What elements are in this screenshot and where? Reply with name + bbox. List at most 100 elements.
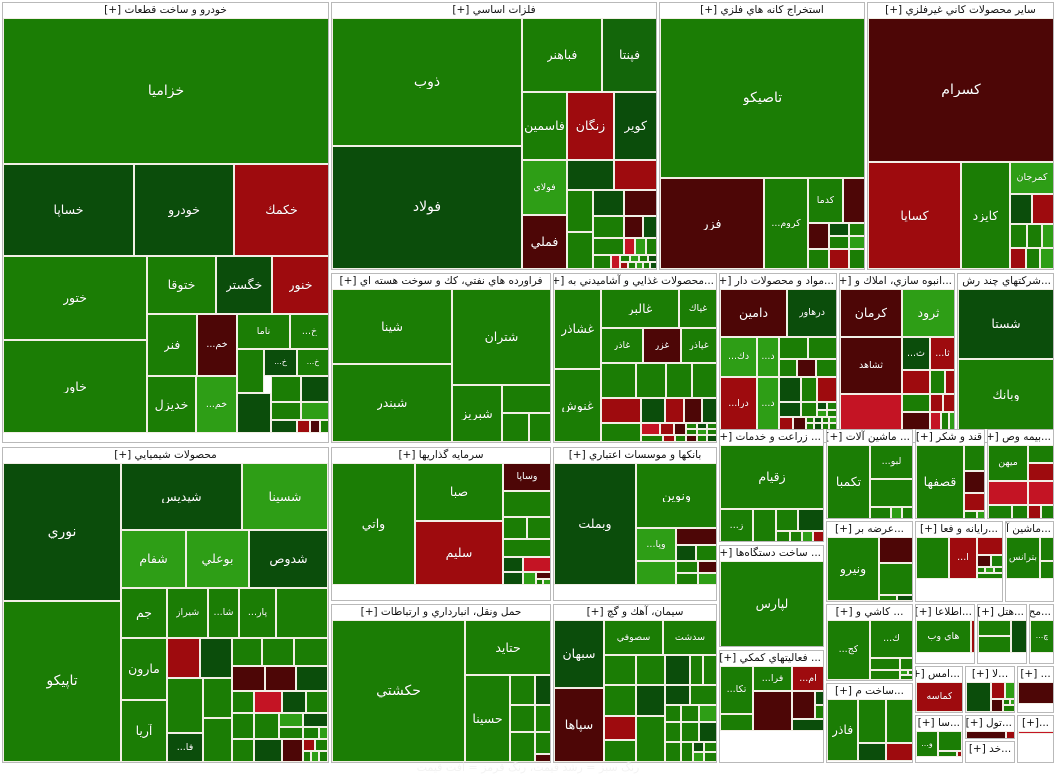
- treemap-tile-unlabeled[interactable]: [297, 420, 310, 433]
- treemap-tile[interactable]: جم: [121, 588, 167, 638]
- treemap-tile-unlabeled[interactable]: [686, 423, 697, 429]
- treemap-tile-unlabeled[interactable]: [665, 398, 684, 423]
- treemap-tile[interactable]: خدیزل: [147, 376, 196, 433]
- treemap-tile-unlabeled[interactable]: [604, 740, 636, 762]
- treemap-tile-unlabeled[interactable]: [827, 402, 836, 410]
- sector-group-title[interactable]: بانكها و موسسات اعتباري [+]: [554, 448, 716, 463]
- sector-group[interactable]: ... [+]: [1017, 666, 1054, 713]
- sector-group[interactable]: ...لا [+]: [965, 666, 1015, 713]
- treemap-tile-unlabeled[interactable]: [203, 718, 232, 762]
- treemap-tile-unlabeled[interactable]: [636, 363, 666, 398]
- treemap-tile[interactable]: سلیم: [415, 521, 503, 585]
- treemap-tile-unlabeled[interactable]: [902, 507, 912, 518]
- treemap-tile-unlabeled[interactable]: [1011, 620, 1026, 653]
- sector-group[interactable]: ...ماشين آلا [+] بترانس: [1005, 521, 1054, 602]
- treemap-tile-unlabeled[interactable]: [776, 531, 790, 541]
- treemap-tile-unlabeled[interactable]: [282, 739, 303, 762]
- sector-group-title[interactable]: ...خد [+]: [966, 742, 1014, 757]
- treemap-tile-unlabeled[interactable]: [604, 655, 636, 685]
- treemap-tile-unlabeled[interactable]: [900, 670, 908, 675]
- treemap-tile-unlabeled[interactable]: [686, 429, 697, 435]
- treemap-tile[interactable]: آریا: [121, 700, 167, 762]
- treemap-tile-unlabeled[interactable]: [900, 658, 912, 670]
- treemap-tile-unlabeled[interactable]: [282, 691, 306, 713]
- treemap-tile-unlabeled[interactable]: [870, 507, 891, 518]
- treemap-tile-unlabeled[interactable]: [1005, 682, 1014, 699]
- sector-group-title[interactable]: حمل ونقل، انبارداري و ارتباطات [+]: [332, 605, 550, 620]
- treemap-tile-unlabeled[interactable]: [604, 685, 636, 716]
- sector-group[interactable]: ...تول [+]: [965, 715, 1015, 739]
- sector-group-title[interactable]: ... كاشي و [+]: [827, 605, 912, 620]
- treemap-tile[interactable]: فاسمین: [522, 92, 567, 160]
- treemap-tile-unlabeled[interactable]: [829, 417, 836, 423]
- treemap-tile[interactable]: وبانك: [958, 359, 1053, 430]
- treemap-tile-unlabeled[interactable]: [676, 561, 698, 573]
- treemap-tile[interactable]: ختور: [3, 256, 147, 340]
- sector-group-title[interactable]: ... ساخت دستگاه‌ها [+]: [720, 546, 823, 561]
- treemap-tile-unlabeled[interactable]: [593, 216, 624, 238]
- treemap-tile[interactable]: ث...: [902, 337, 930, 370]
- treemap-tile[interactable]: حتاید: [465, 620, 550, 675]
- treemap-tile-unlabeled[interactable]: [630, 255, 639, 262]
- treemap-tile-unlabeled[interactable]: [167, 678, 203, 733]
- treemap-tile-unlabeled[interactable]: [930, 394, 943, 412]
- treemap-tile-unlabeled[interactable]: [690, 655, 703, 685]
- treemap-tile-unlabeled[interactable]: [930, 412, 941, 430]
- treemap-tile-unlabeled[interactable]: [1026, 248, 1040, 269]
- treemap-tile-unlabeled[interactable]: [262, 638, 294, 666]
- treemap-tile-unlabeled[interactable]: [941, 412, 949, 430]
- sector-group-title[interactable]: ...مح [+]: [1030, 605, 1053, 620]
- treemap-tile-unlabeled[interactable]: [648, 255, 656, 262]
- treemap-tile-unlabeled[interactable]: [707, 429, 716, 435]
- sector-group-title[interactable]: ...سا [+]: [916, 716, 962, 731]
- treemap-tile[interactable]: غشاذر: [554, 289, 601, 369]
- treemap-tile-unlabeled[interactable]: [167, 638, 200, 678]
- treemap-tile[interactable]: غالبر: [601, 289, 679, 328]
- treemap-tile-unlabeled[interactable]: [858, 699, 886, 743]
- treemap-tile-unlabeled[interactable]: [303, 713, 328, 727]
- treemap-tile[interactable]: تاپیكو: [3, 601, 121, 762]
- treemap-tile-unlabeled[interactable]: [829, 249, 849, 269]
- sector-group[interactable]: حمل ونقل، انبارداري و ارتباطات [+] حكشتي ح…: [331, 604, 551, 763]
- sector-group-title[interactable]: ...لا [+]: [966, 667, 1014, 682]
- treemap-tile-unlabeled[interactable]: [938, 751, 957, 757]
- treemap-tile[interactable]: خ...: [264, 349, 297, 376]
- treemap-tile[interactable]: فنر: [147, 314, 197, 376]
- treemap-tile-unlabeled[interactable]: [681, 705, 699, 722]
- treemap-tile[interactable]: كماسه: [916, 682, 962, 712]
- treemap-tile[interactable]: فولاي: [522, 160, 567, 215]
- treemap-tile-unlabeled[interactable]: [817, 402, 827, 410]
- treemap-tile[interactable]: مارون: [121, 638, 167, 700]
- sector-group[interactable]: فلزات اساسي [+] ذوب فولاد فباهنر فپنتا فاسمین…: [331, 2, 657, 270]
- sector-group-title[interactable]: ... [+]: [1018, 667, 1053, 682]
- treemap-tile[interactable]: تكمبا: [827, 445, 870, 518]
- sector-group[interactable]: ... كاشي و [+] كج... ك...: [826, 604, 913, 681]
- treemap-tile[interactable]: شبریز: [452, 385, 502, 442]
- sector-group[interactable]: ...رايانه و فعا [+] ا...: [915, 521, 1003, 602]
- treemap-tile-unlabeled[interactable]: [879, 537, 912, 563]
- treemap-tile-unlabeled[interactable]: [681, 742, 693, 762]
- treemap-tile-unlabeled[interactable]: [822, 423, 829, 430]
- treemap-tile-unlabeled[interactable]: [916, 537, 949, 579]
- treemap-tile-unlabeled[interactable]: [991, 555, 1002, 567]
- treemap-tile[interactable]: زقیام: [720, 445, 823, 509]
- treemap-tile[interactable]: ام...: [792, 666, 823, 691]
- sector-group[interactable]: فراورده هاي نفتي، كك و سوخت هسته اي [+] ش…: [331, 273, 551, 443]
- treemap-tile-unlabeled[interactable]: [601, 423, 641, 442]
- treemap-tile-unlabeled[interactable]: [964, 445, 984, 471]
- sector-group[interactable]: ...عرضه بر [+] ونیرو: [826, 521, 913, 602]
- treemap-tile-unlabeled[interactable]: [237, 393, 271, 433]
- treemap-tile-unlabeled[interactable]: [1040, 537, 1053, 561]
- treemap-tile[interactable]: فپنتا: [602, 18, 656, 92]
- treemap-tile-unlabeled[interactable]: [296, 666, 328, 691]
- treemap-tile-unlabeled[interactable]: [792, 691, 815, 719]
- sector-group-title[interactable]: ...[+]: [1018, 716, 1053, 731]
- treemap-tile-unlabeled[interactable]: [536, 579, 543, 585]
- treemap-tile-unlabeled[interactable]: [303, 751, 311, 762]
- treemap-tile-unlabeled[interactable]: [311, 751, 319, 762]
- sector-group[interactable]: محصولات شيميايي [+] نوري تاپیكو شپدیس شسینا ش…: [2, 447, 329, 763]
- treemap-tile[interactable]: چ...: [1030, 620, 1053, 653]
- sector-group[interactable]: ... زراعت و خدمات [+] زقیام ز...: [719, 429, 824, 542]
- treemap-tile-unlabeled[interactable]: [535, 675, 550, 705]
- sector-group-title[interactable]: ...اطلاعا [+]: [916, 605, 974, 620]
